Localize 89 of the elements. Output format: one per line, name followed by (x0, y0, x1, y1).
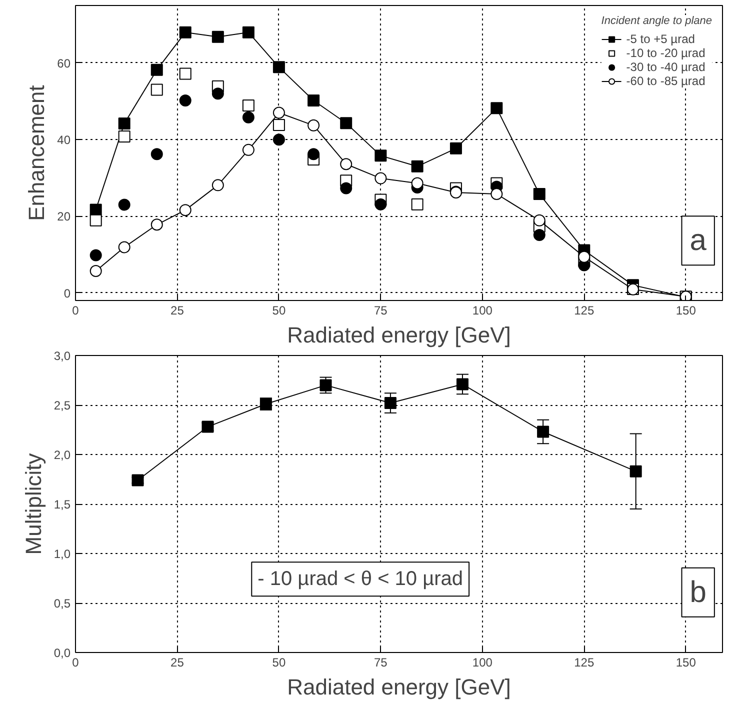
x-tick-label: 50 (272, 656, 286, 670)
point (179, 94, 192, 106)
point (118, 241, 130, 254)
legend-label: -60 to -85 µrad (626, 74, 706, 88)
point (533, 188, 546, 200)
point (308, 119, 320, 132)
point (411, 198, 424, 210)
x-tick-label: 75 (374, 656, 388, 670)
point (272, 134, 285, 146)
point (490, 102, 503, 114)
point (118, 130, 130, 143)
point (150, 148, 163, 160)
legend-label: -10 to -20 µrad (626, 46, 706, 60)
point (242, 111, 254, 124)
x-tick-label: 100 (472, 656, 493, 670)
y-tick-label: 1,0 (54, 547, 71, 561)
point (411, 177, 424, 190)
point (150, 64, 163, 76)
point (374, 150, 387, 162)
point (132, 474, 144, 486)
point (90, 204, 102, 216)
point (90, 265, 102, 277)
x-tick-label: 50 (272, 304, 286, 318)
x-tick-label: 125 (574, 304, 594, 318)
point (272, 119, 285, 132)
point (533, 214, 546, 226)
point (374, 172, 387, 184)
point (578, 250, 590, 263)
point (630, 465, 642, 478)
point (374, 198, 387, 210)
point (202, 420, 214, 433)
point (308, 148, 320, 160)
point (490, 188, 503, 200)
annotation: - 10 µrad < θ < 10 µrad (258, 568, 464, 590)
point (456, 378, 468, 390)
point (242, 26, 254, 38)
point (272, 61, 285, 74)
annotation: a (690, 224, 707, 258)
point (384, 397, 396, 410)
point (118, 198, 130, 211)
point (150, 84, 163, 96)
point (212, 30, 224, 43)
point (212, 179, 224, 192)
x-axis-title: Radiated energy [GeV] (287, 674, 511, 700)
point (411, 160, 424, 172)
x-tick-label: 150 (676, 656, 696, 670)
point (340, 117, 352, 130)
point (212, 88, 224, 100)
annotation: b (690, 576, 706, 609)
y-tick-label: 0,0 (54, 646, 71, 660)
x-tick-label: 0 (72, 304, 80, 318)
point (340, 182, 352, 194)
x-tick-label: 100 (472, 304, 493, 318)
point (537, 426, 550, 438)
point (242, 144, 254, 156)
point (308, 94, 320, 107)
legend-label: -30 to -40 µrad (626, 60, 706, 74)
x-axis-title: Radiated energy [GeV] (287, 322, 511, 348)
point (179, 204, 192, 216)
point (90, 249, 102, 262)
y-tick-label: 60 (57, 56, 71, 70)
y-tick-label: 0 (64, 286, 71, 300)
point (118, 118, 130, 130)
x-tick-label: 0 (72, 656, 80, 670)
y-tick-label: 2,5 (54, 398, 71, 412)
point (450, 142, 462, 154)
legend-title: Incident angle to plane (601, 15, 712, 27)
point (533, 229, 546, 241)
y-axis-title: Enhancement (24, 85, 50, 221)
legend-label: -5 to +5 µrad (626, 32, 695, 46)
point (340, 158, 352, 170)
x-tick-label: 75 (374, 304, 388, 318)
x-tick-label: 25 (170, 304, 184, 318)
y-tick-label: 1,5 (54, 498, 71, 512)
x-tick-label: 150 (676, 304, 696, 318)
y-tick-label: 0,5 (54, 596, 71, 610)
x-tick-label: 125 (574, 656, 594, 670)
x-tick-label: 25 (170, 656, 184, 670)
point (90, 214, 102, 226)
point (179, 68, 192, 80)
y-tick-label: 40 (57, 133, 71, 148)
point (320, 379, 332, 392)
point (150, 218, 163, 231)
point (272, 106, 285, 119)
y-axis-title: Multiplicity (20, 453, 46, 555)
y-tick-label: 20 (57, 210, 71, 224)
y-tick-label: 3,0 (54, 349, 71, 363)
y-tick-label: 2,0 (54, 448, 71, 462)
point (179, 26, 192, 38)
